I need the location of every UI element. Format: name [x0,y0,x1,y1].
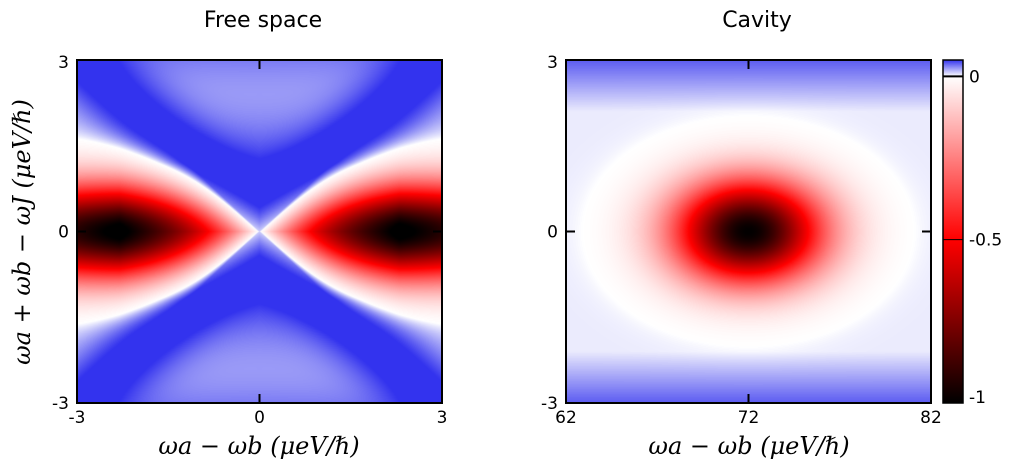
right-x-axis-label: ωa − ωb (μeV/ℏ) [648,432,849,460]
right-heatmap [565,59,932,404]
right-heatmap-canvas [566,60,931,403]
right-x-tick-label: 62 [555,408,577,428]
axis-ticks: -3 0 3 -3 0 3 62 72 82 -3 0 3 [52,53,942,428]
y-axis-label: ωa + ωb − ωJ (μeV/ℏ) [8,99,36,365]
left-y-tick-label: 0 [58,223,69,243]
left-x-tick-label: -3 [69,408,86,428]
left-y-tick-label: -3 [52,394,69,414]
colorbar-tick-label: -1 [969,388,986,408]
left-panel-title: Free space [204,8,322,33]
left-y-tick-label: 3 [58,53,69,73]
colorbar-ticks: 0 -0.5 -1 [943,67,1002,408]
colorbar-bar [942,59,964,404]
right-x-tick-label: 82 [920,408,942,428]
right-panel-title: Cavity [722,8,792,33]
colorbar-tick-label: 0 [969,67,980,87]
right-y-tick-label: 0 [547,223,558,243]
right-y-tick-label: -3 [541,394,558,414]
left-heatmap [76,59,443,404]
left-x-tick-label: 3 [437,408,448,428]
left-heatmap-canvas [77,60,442,403]
colorbar: 0 -0.5 -1 [942,59,1002,408]
right-y-tick-label: 3 [547,53,558,73]
right-x-tick-label: 72 [738,408,760,428]
left-x-tick-label: 0 [254,408,265,428]
colorbar-tick-label: -0.5 [969,231,1002,251]
left-x-axis-label: ωa − ωb (μeV/ℏ) [158,432,359,460]
